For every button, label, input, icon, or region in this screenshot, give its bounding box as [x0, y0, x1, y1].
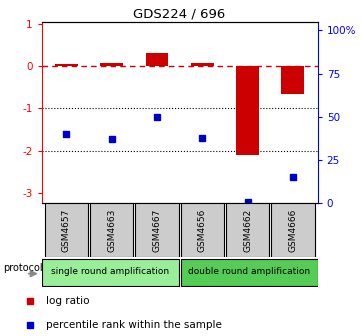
Text: GSM4666: GSM4666 [288, 208, 297, 252]
Bar [191, 63, 214, 66]
Text: protocol: protocol [3, 263, 43, 272]
Text: GSM4663: GSM4663 [107, 208, 116, 252]
Bar [180, 203, 224, 257]
Title: GDS224 / 696: GDS224 / 696 [134, 8, 226, 21]
Bar [42, 259, 179, 286]
Text: GSM4662: GSM4662 [243, 209, 252, 252]
Bar [55, 64, 78, 66]
Bar [226, 203, 269, 257]
Bar [135, 203, 179, 257]
Bar [145, 53, 168, 66]
Text: single round amplification: single round amplification [51, 267, 169, 276]
Text: double round amplification: double round amplification [188, 267, 310, 276]
Bar [271, 203, 314, 257]
Bar [282, 66, 304, 93]
Text: GSM4656: GSM4656 [198, 208, 207, 252]
Bar [236, 66, 259, 155]
Bar [100, 63, 123, 66]
Text: log ratio: log ratio [46, 296, 89, 306]
Text: percentile rank within the sample: percentile rank within the sample [46, 320, 222, 330]
Bar [180, 259, 318, 286]
Bar [90, 203, 134, 257]
Bar [45, 203, 88, 257]
Text: GSM4657: GSM4657 [62, 208, 71, 252]
Text: GSM4667: GSM4667 [152, 208, 161, 252]
